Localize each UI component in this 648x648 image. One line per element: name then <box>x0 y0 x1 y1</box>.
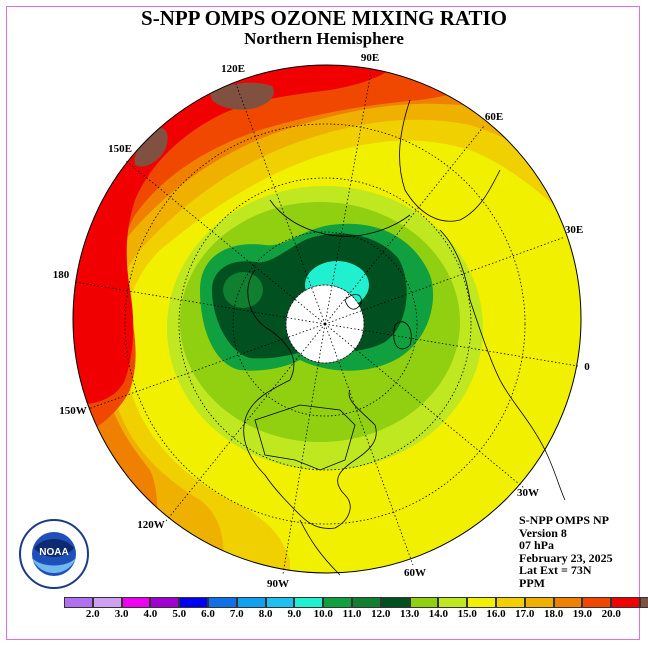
colorbar-tick-label: 12.0 <box>371 608 391 620</box>
colorbar-tick-label: 15.0 <box>457 608 477 620</box>
colorbar-swatch <box>611 597 640 608</box>
svalbard-coast <box>344 294 362 310</box>
colorbar-swatch <box>467 597 496 608</box>
map-border <box>72 64 582 574</box>
label-150w: 150W <box>59 405 87 417</box>
colorbar-swatch <box>150 597 180 608</box>
colorbar-swatch <box>179 597 208 608</box>
lat-circle-20 <box>124 123 526 525</box>
colorbar-tick-label: 6.0 <box>201 608 215 620</box>
map-subtitle: Northern Hemisphere <box>244 29 404 48</box>
info-version: Version 8 <box>519 525 567 540</box>
central-america-coast <box>299 519 341 576</box>
meridian-150w <box>87 323 326 410</box>
colorbar-swatch <box>265 597 295 608</box>
colorbar-ticks: 2.0 3.0 4.0 5.0 6.0 7.0 8.0 9.0 10.0 11.0 12.0 13.0… <box>0 608 648 622</box>
meridian-60e <box>324 125 485 325</box>
colorbar-tick-label: 7.0 <box>229 608 244 620</box>
colorbar-swatch <box>92 597 122 608</box>
label-120e: 120E <box>221 63 245 75</box>
colorbar-tick-label: 9.0 <box>287 608 302 620</box>
colorbar-tick-label: 5.0 <box>172 608 187 620</box>
colorbar-swatch <box>323 597 352 608</box>
label-150e: 150E <box>108 143 132 155</box>
colorbar-tick-label: 3.0 <box>114 608 129 620</box>
colorbar-swatch <box>438 597 468 608</box>
colorbar-swatch <box>582 597 612 608</box>
label-180: 180 <box>53 269 70 281</box>
info-product: S-NPP OMPS NP <box>519 513 609 527</box>
colorbar-swatch <box>639 597 648 608</box>
info-panel: S-NPP OMPS NP Version 8 07 hPa February … <box>519 514 613 590</box>
colorbar-tick-label: 16.0 <box>486 608 506 620</box>
field-above-20-a <box>210 82 275 110</box>
colorbar-swatch <box>121 597 151 608</box>
svg-text:NOAA: NOAA <box>39 547 68 558</box>
label-60e: 60E <box>485 111 503 123</box>
north-america-coast <box>243 269 377 529</box>
europe-africa-coast <box>439 229 566 501</box>
greenland-coast <box>393 321 412 350</box>
lat-circle-80 <box>285 284 365 364</box>
colorbar-tick-label: 11.0 <box>342 608 362 620</box>
meridian-180 <box>74 281 326 325</box>
colorbar-tick-label: 8.0 <box>258 608 273 620</box>
colorbar-tick-label: 17.0 <box>515 608 535 620</box>
colorbar-swatch <box>553 597 583 608</box>
colorbar-swatch <box>236 597 266 608</box>
info-date: February 23, 2025 <box>519 550 613 565</box>
lat-circle-40 <box>178 177 472 471</box>
meridian-90w <box>282 323 326 575</box>
colorbar-tick-label: 19.0 <box>572 608 593 620</box>
colorbar <box>64 597 648 608</box>
label-60w: 60W <box>404 567 426 579</box>
label-90w: 90W <box>267 578 289 590</box>
colorbar-swatch <box>294 597 324 608</box>
colorbar-swatch <box>64 597 93 608</box>
coastlines <box>243 99 566 576</box>
image-frame <box>6 6 640 640</box>
field-above-20-b <box>134 128 168 167</box>
colorbar-swatch <box>495 597 525 608</box>
usa-states-outline <box>254 404 356 471</box>
colorbar-tick-label: 13.0 <box>399 608 420 620</box>
graticule <box>74 71 579 575</box>
longitude-labels: 90E 60E 30E 0 30W 60W 90W 120W 150W 180 … <box>53 52 591 590</box>
info-level: 07 hPa <box>519 538 555 553</box>
info-lat-ext: Lat Ext = 73N <box>519 563 592 578</box>
field-11-inner <box>223 272 263 308</box>
colorbar-tick-label: 18.0 <box>543 608 564 620</box>
asia-coast <box>399 99 501 222</box>
colorbar-tick-label: 2.0 <box>85 608 100 620</box>
label-30e: 30E <box>565 224 583 236</box>
label-120w: 120W <box>137 519 165 531</box>
colorbar-swatch <box>409 597 439 608</box>
colorbar-tick-label: 20.0 <box>601 608 621 620</box>
colorbar-tick-label: 4.0 <box>143 608 158 620</box>
colorbar-tick-label: 14.0 <box>428 608 449 620</box>
meridian-150e <box>124 159 326 325</box>
siberia-coast <box>269 199 411 237</box>
meridian-30w <box>324 323 525 489</box>
field-19 <box>73 65 520 440</box>
lat-circle-60 <box>232 231 418 417</box>
colorbar-swatch <box>380 597 410 608</box>
label-0: 0 <box>584 361 590 373</box>
info-units: PPM <box>519 575 545 590</box>
colorbar-swatch <box>524 597 554 608</box>
colorbar-tick-label: 10.0 <box>313 608 333 620</box>
noaa-logo-icon: NOAA <box>19 519 89 589</box>
colorbar-swatch <box>207 597 237 608</box>
field-17 <box>73 65 581 573</box>
map-title: S-NPP OMPS OZONE MIXING RATIO <box>141 6 507 30</box>
label-90e: 90E <box>361 52 379 64</box>
meridian-120w <box>165 323 326 522</box>
label-30w: 30W <box>517 487 539 499</box>
colorbar-swatch <box>351 597 381 608</box>
